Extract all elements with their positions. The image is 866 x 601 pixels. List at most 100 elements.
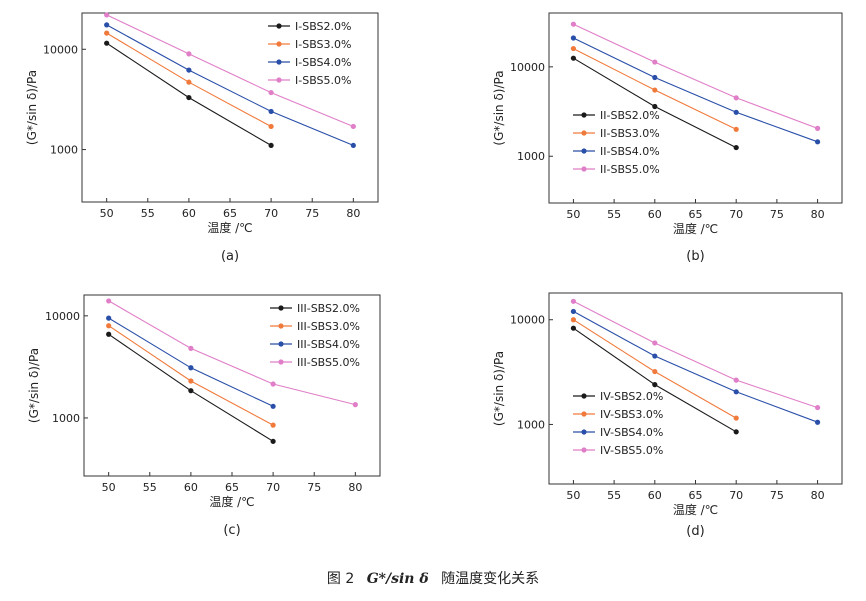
x-tick-label: 65 (689, 489, 703, 502)
chart-a: 50 55 60 65 70 75 80 1000 10000 温度 /℃ (G*/sin δ)/P… (25, 12, 379, 264)
x-tick-label: 75 (770, 489, 784, 502)
series-line (573, 23, 818, 129)
data-point (270, 403, 276, 409)
legend-marker (276, 23, 282, 29)
data-point (268, 89, 274, 96)
data-point (733, 429, 739, 435)
y-axis-label: (G*/sin δ)/Pa (492, 351, 506, 426)
legend-label: IV-SBS3.0% (600, 408, 663, 421)
x-tick-label: 55 (141, 207, 155, 220)
legend-marker (278, 323, 284, 329)
x-tick-label: 80 (348, 481, 362, 494)
caption-symbol: G*/sin δ (366, 571, 429, 587)
legend-marker (581, 130, 587, 136)
data-point (104, 30, 110, 36)
y-tick-label: 10000 (45, 310, 80, 323)
data-point (652, 353, 658, 359)
data-point (733, 126, 739, 132)
series-line (573, 300, 818, 409)
panel-label: (c) (223, 523, 240, 538)
y-tick-label: 1000 (517, 150, 545, 163)
legend: II-SBS2.0% II-SBS3.0% II-SBS4.0% II-SBS5.0% (573, 109, 660, 176)
x-tick-label: 70 (729, 208, 743, 221)
chart-c: 50 55 60 65 70 75 80 1000 10000 温度 /℃ (G*/sin δ)/P… (27, 294, 381, 538)
panel-label: (d) (686, 524, 704, 539)
data-point (652, 59, 658, 65)
data-point (270, 381, 276, 387)
data-point (652, 74, 658, 81)
data-point (270, 438, 276, 444)
data-point (268, 123, 274, 130)
y-tick-label: 1000 (50, 144, 78, 157)
x-tick-label: 80 (811, 489, 825, 502)
x-tick-label: 55 (607, 489, 621, 502)
data-point (106, 331, 112, 337)
x-tick-label: 60 (182, 207, 196, 220)
data-point (106, 315, 112, 321)
legend-marker (581, 393, 587, 399)
data-point (814, 125, 821, 131)
data-point (652, 340, 658, 346)
x-tick-label: 75 (770, 208, 784, 221)
data-point (733, 377, 739, 383)
series-line (106, 14, 354, 128)
data-point (570, 325, 577, 331)
data-point (268, 142, 274, 149)
data-point (270, 422, 276, 428)
x-axis-label: 温度 /℃ (673, 221, 718, 236)
series-line (108, 325, 274, 426)
legend-marker (278, 305, 284, 311)
data-point (652, 103, 658, 110)
data-point (104, 12, 110, 18)
data-point (814, 404, 821, 411)
series-line (108, 300, 356, 406)
chart-b: 50 55 60 65 70 75 80 1000 10000 温度 /℃ (G*/sin δ)/P… (492, 12, 843, 264)
x-tick-label: 80 (346, 207, 360, 220)
x-tick-label: 65 (689, 208, 703, 221)
legend-marker (278, 341, 284, 347)
data-point (570, 35, 577, 41)
data-point (814, 419, 821, 425)
x-tick-label: 65 (223, 207, 237, 220)
x-tick-label: 60 (184, 481, 198, 494)
y-axis-label: (G*/sin δ)/Pa (492, 70, 506, 145)
data-point (570, 298, 577, 304)
caption-suffix: 随温度变化关系 (441, 571, 540, 587)
series-line (106, 42, 272, 146)
x-axis-label: 温度 /℃ (209, 494, 254, 509)
x-tick-label: 75 (307, 481, 321, 494)
data-point (652, 382, 658, 388)
data-point (104, 22, 110, 28)
legend-marker (581, 112, 587, 118)
data-point (733, 95, 739, 101)
legend-marker (276, 77, 282, 83)
plot-frame (548, 12, 843, 204)
x-axis-label: 温度 /℃ (207, 220, 252, 235)
data-point (188, 388, 194, 394)
legend-label: IV-SBS2.0% (600, 390, 663, 403)
data-point (652, 368, 658, 375)
legend: III-SBS2.0% III-SBS3.0% III-SBS4.0% III-SBS… (270, 302, 360, 369)
legend-marker (581, 411, 587, 417)
data-point (570, 21, 577, 27)
legend-label: III-SBS5.0% (297, 356, 360, 369)
x-tick-label: 55 (143, 481, 157, 494)
x-tick-label: 60 (648, 208, 662, 221)
x-tick-label: 70 (266, 481, 280, 494)
panel-label: (b) (686, 249, 704, 264)
caption-prefix: 图 2 (326, 571, 355, 587)
x-tick-label: 50 (100, 207, 114, 220)
legend-label: II-SBS2.0% (600, 109, 660, 122)
legend-label: I-SBS5.0% (295, 74, 351, 87)
x-tick-label: 50 (102, 481, 116, 494)
chart-d: 50 55 60 65 70 75 80 1000 10000 温度 /℃ (G*/sin δ)/P… (492, 292, 843, 539)
x-tick-label: 50 (566, 208, 580, 221)
series-line (106, 24, 354, 146)
x-tick-label: 50 (566, 489, 580, 502)
y-tick-label: 10000 (43, 43, 78, 56)
legend-marker (276, 59, 282, 65)
legend: I-SBS2.0% I-SBS3.0% I-SBS4.0% I-SBS5.0% (268, 20, 351, 87)
data-point (733, 415, 739, 421)
data-point (733, 109, 739, 115)
